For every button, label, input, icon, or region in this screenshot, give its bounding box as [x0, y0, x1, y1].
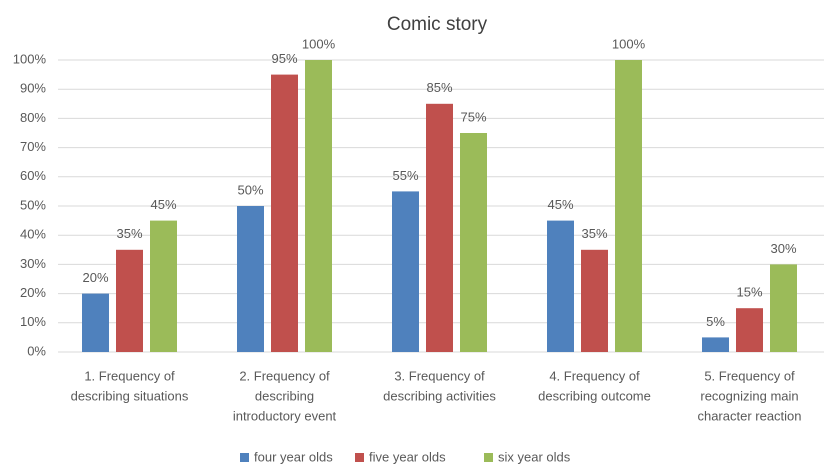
value-label: 100% — [612, 36, 646, 51]
x-tick-label: 1. Frequency of — [84, 368, 175, 383]
value-label: 95% — [271, 51, 297, 66]
value-label: 100% — [302, 36, 336, 51]
x-tick-label: describing outcome — [538, 388, 651, 403]
bar — [237, 206, 264, 352]
bar — [426, 103, 453, 352]
value-label: 45% — [547, 197, 573, 212]
legend-swatch — [240, 453, 249, 462]
bar — [82, 293, 109, 352]
value-label: 35% — [581, 226, 607, 241]
value-label: 85% — [426, 80, 452, 95]
bar — [150, 220, 177, 352]
legend-swatch — [484, 453, 493, 462]
value-label: 35% — [116, 226, 142, 241]
y-tick-label: 80% — [20, 110, 46, 125]
x-tick-label: describing activities — [383, 388, 496, 403]
x-tick-label: introductory event — [233, 408, 337, 423]
y-tick-label: 0% — [27, 343, 46, 358]
y-tick-label: 20% — [20, 285, 46, 300]
bar — [392, 191, 419, 352]
value-label: 5% — [706, 314, 725, 329]
y-tick-label: 100% — [13, 51, 47, 66]
legend-label: four year olds — [254, 449, 333, 464]
x-tick-label: recognizing main — [700, 388, 798, 403]
bar — [615, 60, 642, 352]
value-label: 20% — [82, 270, 108, 285]
x-tick-label: 5. Frequency of — [704, 368, 795, 383]
legend-label: five year olds — [369, 449, 446, 464]
bar — [460, 133, 487, 352]
y-tick-label: 70% — [20, 139, 46, 154]
bar — [271, 74, 298, 352]
x-tick-label: 3. Frequency of — [394, 368, 485, 383]
y-tick-label: 50% — [20, 197, 46, 212]
bar — [770, 264, 797, 352]
x-tick-label: 4. Frequency of — [549, 368, 640, 383]
value-label: 15% — [736, 285, 762, 300]
legend-swatch — [355, 453, 364, 462]
y-tick-label: 60% — [20, 168, 46, 183]
bar — [305, 60, 332, 352]
bar — [116, 249, 143, 352]
value-label: 30% — [770, 241, 796, 256]
x-tick-label: 2. Frequency of — [239, 368, 330, 383]
value-label: 50% — [237, 182, 263, 197]
x-tick-label: describing — [255, 388, 314, 403]
value-label: 45% — [150, 197, 176, 212]
bar — [581, 249, 608, 352]
value-label: 75% — [460, 109, 486, 124]
y-tick-label: 30% — [20, 256, 46, 271]
bar — [547, 220, 574, 352]
x-tick-label: character reaction — [697, 408, 801, 423]
bar — [702, 337, 729, 352]
y-tick-label: 10% — [20, 314, 46, 329]
y-tick-label: 40% — [20, 227, 46, 242]
x-tick-label: describing situations — [71, 388, 189, 403]
value-label: 55% — [392, 168, 418, 183]
chart-title: Comic story — [387, 14, 488, 35]
y-tick-label: 90% — [20, 81, 46, 96]
bar — [736, 308, 763, 352]
legend-label: six year olds — [498, 449, 571, 464]
